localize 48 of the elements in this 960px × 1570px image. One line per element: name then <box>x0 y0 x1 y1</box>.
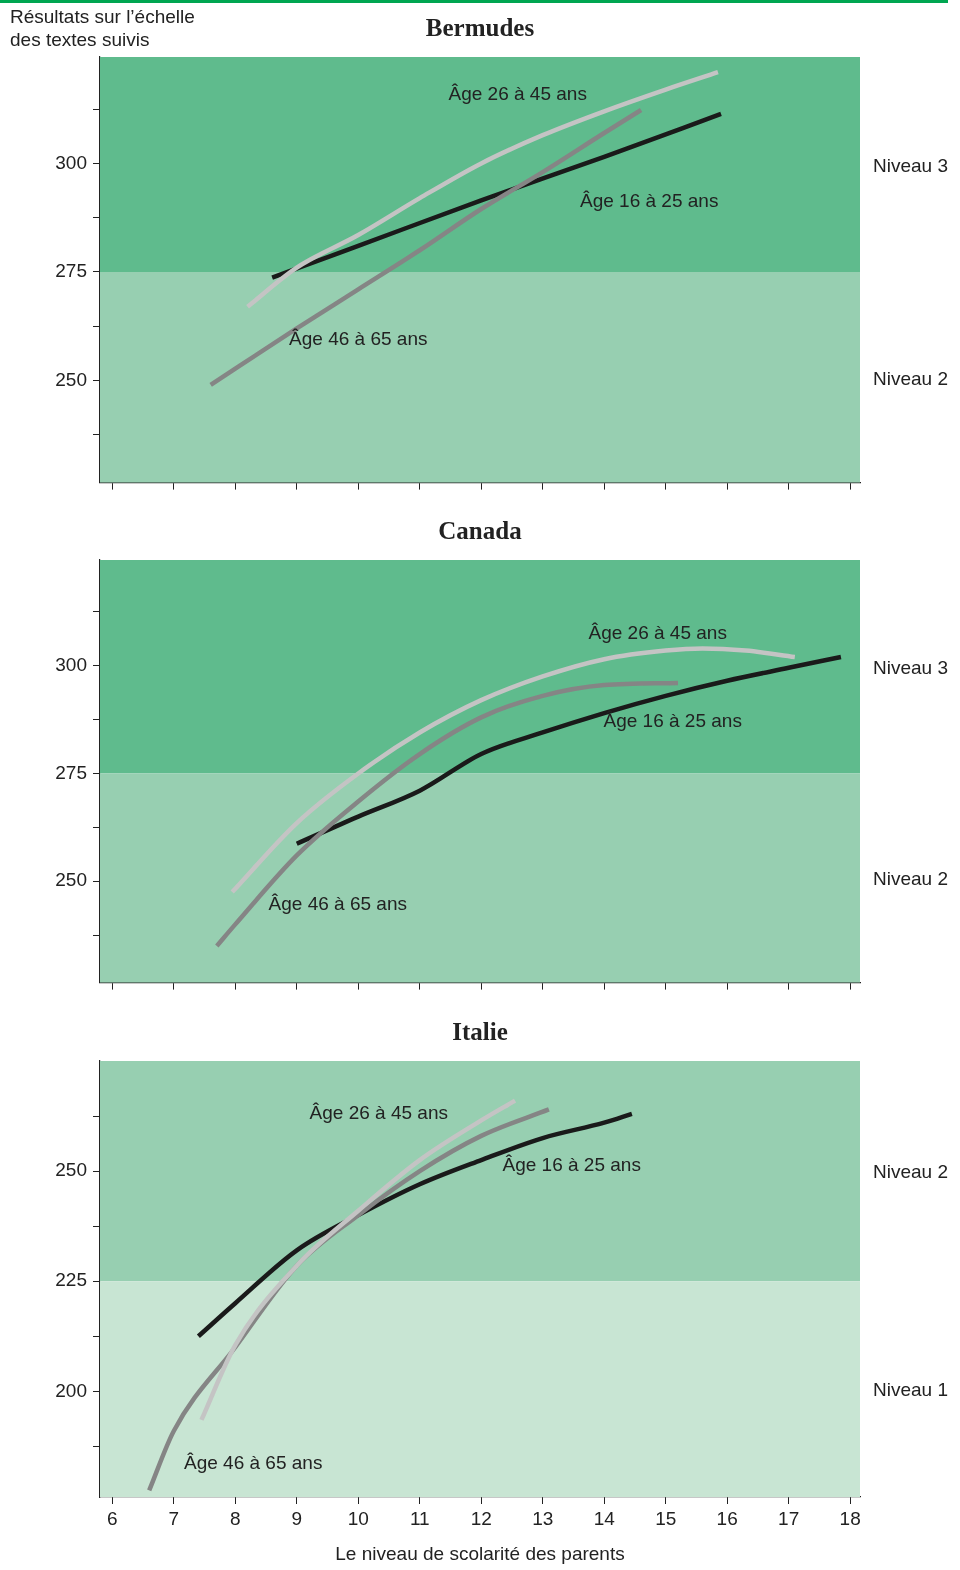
x-tick-label: 12 <box>470 1507 492 1529</box>
x-axis-title: Le niveau de scolarité des parents <box>335 1542 625 1564</box>
band-label: Niveau 2 <box>873 868 948 890</box>
chart-title: Italie <box>452 1018 508 1046</box>
band-label: Niveau 2 <box>873 1161 948 1183</box>
x-tick-label: 9 <box>291 1507 303 1529</box>
x-tick-label: 11 <box>409 1507 430 1529</box>
x-tick-label: 15 <box>655 1507 677 1529</box>
line-series <box>294 654 844 846</box>
x-tick-label: 17 <box>778 1507 800 1529</box>
y-tick-label: 300 <box>55 653 87 675</box>
line-series <box>229 646 798 895</box>
y-tick-label: 200 <box>55 1379 87 1401</box>
y-tick-label: 250 <box>55 368 87 390</box>
y-tick-label: 250 <box>55 1159 87 1181</box>
y-tick-label: 275 <box>55 260 87 282</box>
band-label: Niveau 3 <box>873 656 948 678</box>
x-tick-label: 13 <box>532 1507 554 1529</box>
line-series <box>269 111 724 280</box>
x-tick-label: 7 <box>168 1507 180 1529</box>
series-label: Âge 46 à 65 ans <box>289 327 428 349</box>
x-tick-label: 8 <box>229 1507 241 1529</box>
y-tick-label: 225 <box>55 1269 87 1291</box>
line-series <box>245 69 721 309</box>
series-label: Âge 16 à 25 ans <box>580 190 719 212</box>
chart-title: Canada <box>438 517 523 545</box>
chart-title: Bermudes <box>425 14 535 42</box>
band-label: Niveau 3 <box>873 154 948 176</box>
x-tick-label: 6 <box>107 1507 118 1529</box>
series-label: Âge 26 à 45 ans <box>588 621 727 643</box>
x-tick-label: 16 <box>716 1507 738 1529</box>
series-label: Âge 16 à 25 ans <box>502 1154 641 1176</box>
series-label: Âge 46 à 65 ans <box>268 892 407 914</box>
series-label: Âge 16 à 25 ans <box>603 710 742 732</box>
band-label: Niveau 1 <box>873 1379 948 1401</box>
line-series <box>214 680 681 949</box>
x-tick-label: 14 <box>593 1507 616 1529</box>
band-label: Niveau 2 <box>873 367 948 389</box>
series-label: Âge 26 à 45 ans <box>448 83 587 105</box>
y-tick-label: 250 <box>55 869 87 891</box>
y-tick-label: 300 <box>55 151 87 173</box>
line-series <box>208 107 644 388</box>
series-label: Âge 46 à 65 ans <box>184 1451 323 1473</box>
series-label: Âge 26 à 45 ans <box>309 1102 448 1124</box>
y-tick-label: 275 <box>55 761 87 783</box>
x-tick-label: 10 <box>347 1507 369 1529</box>
y-axis-title: Résultats sur l’échelle des textes suivis <box>10 6 195 51</box>
x-tick-label: 18 <box>839 1507 861 1529</box>
